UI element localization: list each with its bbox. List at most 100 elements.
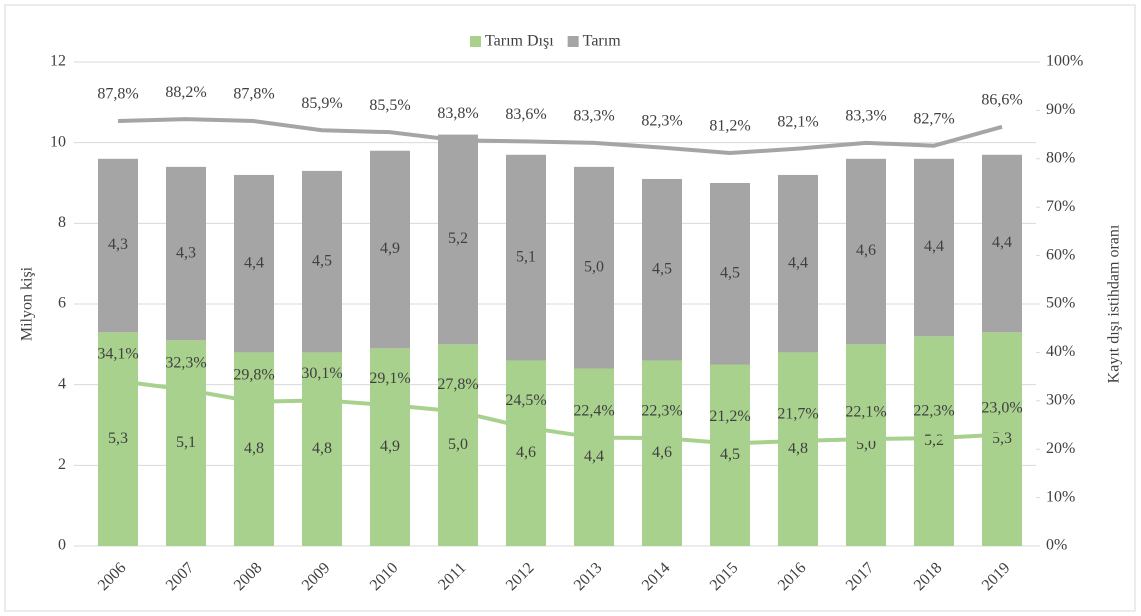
bar (846, 344, 886, 546)
bar-label: 4,3 (176, 244, 196, 261)
y-tick-label: 0 (58, 537, 66, 554)
line-label: 81,2% (709, 118, 750, 135)
bar (234, 174, 274, 353)
line-label: 83,3% (845, 107, 886, 124)
bar (302, 352, 342, 546)
bar-label: 4,6 (516, 444, 536, 461)
line-label: 30,1% (301, 365, 342, 382)
bar (506, 360, 546, 546)
legend-swatch (470, 36, 481, 47)
line-label: 85,5% (369, 97, 410, 114)
line-label: 21,2% (709, 408, 750, 425)
line-label: 83,3% (573, 107, 614, 124)
line-label: 29,8% (233, 366, 274, 383)
bar (982, 332, 1022, 546)
y2-tick-label: 40% (1046, 343, 1075, 360)
bar-label: 4,5 (720, 264, 740, 281)
bar (234, 352, 274, 546)
bar (438, 344, 478, 546)
line-label: 87,8% (233, 86, 274, 103)
bar-label: 4,8 (244, 440, 264, 457)
bar-label: 5,3 (108, 430, 128, 447)
bar-label: 5,1 (516, 248, 536, 265)
line-label: 83,6% (505, 106, 546, 123)
legend-swatch (567, 36, 579, 47)
bar (914, 158, 954, 337)
bar (98, 332, 138, 546)
bar (574, 368, 614, 546)
bar-label: 4,4 (584, 448, 604, 465)
line-label: 22,3% (641, 403, 682, 420)
bar-label: 4,5 (652, 260, 672, 277)
bar-label: 4,4 (788, 254, 808, 271)
bar (778, 174, 818, 353)
line-label: 85,9% (301, 95, 342, 112)
bar-label: 4,4 (924, 238, 944, 255)
line-label: 88,2% (165, 84, 206, 101)
y-tick-label: 8 (58, 214, 66, 231)
y2-axis-label: Kayıt dışı istihdam oranı (1106, 224, 1123, 383)
bar (778, 352, 818, 546)
bar (574, 166, 614, 369)
y-axis-label: Milyon kişi (19, 266, 36, 341)
bar (166, 340, 206, 546)
legend-label: Tarım Dışı (485, 33, 554, 50)
line-label: 87,8% (97, 86, 138, 103)
line-label: 34,1% (97, 346, 138, 363)
bar-label: 4,9 (380, 438, 400, 455)
y2-tick-label: 50% (1046, 295, 1075, 312)
y-tick-label: 2 (58, 456, 66, 473)
bar-label: 5,2 (924, 432, 944, 449)
bar (370, 348, 410, 546)
bar-label: 4,4 (244, 254, 264, 271)
bar-label: 4,4 (992, 234, 1012, 251)
line-label: 29,1% (369, 370, 410, 387)
bar (642, 360, 682, 546)
y2-tick-label: 0% (1046, 537, 1067, 554)
bar (506, 154, 546, 361)
legend-label: Tarım (583, 33, 622, 50)
bar-label: 5,0 (584, 258, 604, 275)
y2-tick-label: 100% (1046, 53, 1083, 70)
bar-label: 5,1 (176, 434, 196, 451)
bar (710, 183, 750, 365)
y-tick-label: 6 (58, 295, 66, 312)
bar (642, 178, 682, 361)
bar (710, 364, 750, 546)
line-label: 22,1% (845, 404, 886, 421)
bar (370, 150, 410, 349)
line-label: 21,7% (777, 406, 818, 423)
line-label: 22,4% (573, 402, 614, 419)
bar (846, 158, 886, 345)
bar-label: 5,2 (448, 230, 468, 247)
line-label: 23,0% (981, 399, 1022, 416)
bar (166, 166, 206, 341)
bar-label: 4,9 (380, 240, 400, 257)
line-label: 27,8% (437, 376, 478, 393)
line-label: 82,3% (641, 112, 682, 129)
bar-label: 4,6 (652, 444, 672, 461)
bar-label: 4,8 (312, 440, 332, 457)
bar-label: 4,5 (312, 252, 332, 269)
line-label: 22,3% (913, 403, 954, 420)
y2-tick-label: 30% (1046, 391, 1075, 408)
bar (302, 170, 342, 353)
y2-tick-label: 20% (1046, 440, 1075, 457)
y-tick-label: 12 (50, 53, 66, 70)
bar-label: 4,5 (720, 446, 740, 463)
bar-label: 4,8 (788, 440, 808, 457)
y2-tick-label: 80% (1046, 149, 1075, 166)
y2-tick-label: 60% (1046, 246, 1075, 263)
y-tick-label: 10 (50, 133, 66, 150)
y2-tick-label: 70% (1046, 198, 1075, 215)
line-label: 86,6% (981, 92, 1022, 109)
line-label: 32,3% (165, 354, 206, 371)
y2-tick-label: 90% (1046, 101, 1075, 118)
line (117, 378, 1003, 446)
line (117, 117, 1003, 155)
bar-label: 4,3 (108, 236, 128, 253)
bar (914, 336, 954, 546)
bar (438, 134, 478, 345)
line-label: 83,8% (437, 105, 478, 122)
